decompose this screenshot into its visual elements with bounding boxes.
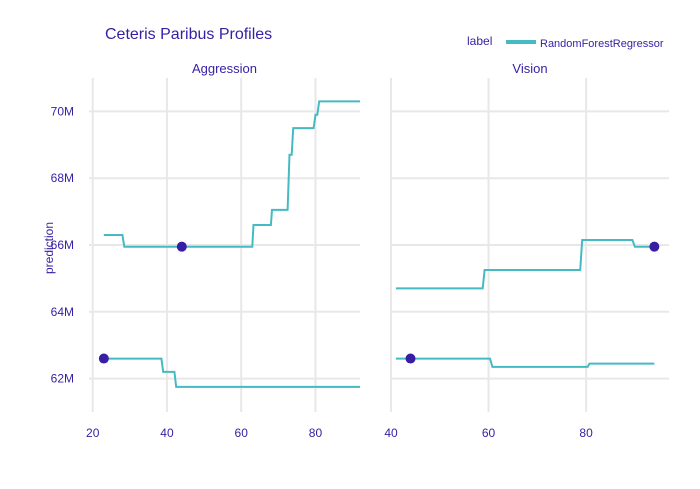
x-tick-label: 80 [579, 426, 593, 440]
legend-entry-label[interactable]: RandomForestRegressor [540, 38, 664, 50]
profile-line [395, 239, 655, 290]
facet-title: Vision [512, 61, 547, 76]
y-tick-label: 64M [51, 305, 74, 319]
legend-title: label [467, 34, 492, 48]
observation-point [176, 241, 187, 252]
x-tick-label: 60 [235, 426, 249, 440]
profile-line [395, 357, 655, 368]
y-tick-label: 70M [51, 104, 74, 118]
x-tick-label: 40 [384, 426, 398, 440]
y-tick-label: 66M [51, 238, 74, 252]
observation-point [98, 353, 109, 364]
x-tick-label: 60 [482, 426, 496, 440]
observation-point [405, 353, 416, 364]
facet-title: Aggression [192, 61, 257, 76]
y-tick-label: 62M [51, 372, 74, 386]
x-tick-label: 20 [86, 426, 100, 440]
observation-point [649, 241, 660, 252]
y-tick-label: 68M [51, 171, 74, 185]
chart-title: Ceteris Paribus Profiles [105, 26, 272, 43]
x-tick-label: 80 [309, 426, 323, 440]
facet-panels: Aggression 20 40 60 80 62M 64M 66M 68M 70M Vision 4… [51, 61, 669, 440]
profile-line [103, 357, 360, 388]
facet-panel-aggression: Aggression 20 40 60 80 62M 64M 66M 68M 70M [51, 61, 360, 440]
facet-panel-vision: Vision 40 60 80 [384, 61, 669, 440]
profile-line [103, 100, 360, 248]
x-tick-label: 40 [160, 426, 174, 440]
y-axis-title: prediction [42, 222, 56, 274]
